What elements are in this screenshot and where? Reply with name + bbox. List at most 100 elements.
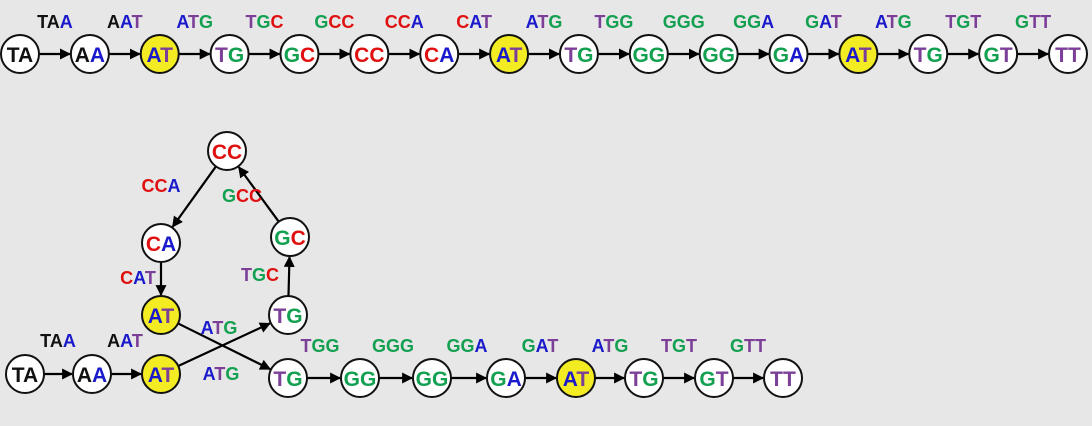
bottom-edge-label-tg_loop-gc: TGC — [241, 265, 279, 285]
top-node-7: AT — [489, 34, 530, 74]
bottom-node-at1-circle — [141, 354, 181, 394]
top-edge-label-4: TGC — [246, 12, 284, 32]
bottom-node-tg_loop: TG — [268, 295, 308, 335]
bottom-node-gg1-circle — [340, 358, 380, 398]
top-node-4: GC — [279, 34, 320, 74]
bottom-edge-label-ca-at2: CAT — [120, 268, 156, 288]
bottom-edge-label-gc-cc: GCC — [222, 186, 262, 206]
top-node-7-circle — [489, 34, 530, 74]
bottom-node-aa-circle — [72, 354, 112, 394]
bottom-edge-tg_loop-gc — [283, 255, 295, 297]
top-node-5: CC — [349, 34, 390, 74]
bottom-node-ca: CA — [141, 223, 181, 263]
bottom-graph-edges — [44, 165, 765, 384]
bottom-node-ga: GA — [486, 358, 526, 398]
bottom-edge-label-at3-tg2: ATG — [592, 336, 629, 356]
bottom-edge-label-cc-ca: CCA — [142, 176, 181, 196]
top-node-13-label: TG — [914, 44, 943, 67]
bottom-node-tt: TT — [763, 358, 803, 398]
bottom-edge-label-gg2-ga: GGA — [446, 336, 487, 356]
top-node-8: TG — [558, 34, 599, 74]
bottom-edge-at1-tg_loop — [177, 322, 271, 367]
top-edge-label-8: ATG — [526, 12, 563, 32]
top-node-14-circle — [978, 34, 1019, 74]
top-node-6-label: CA — [424, 44, 454, 67]
bottom-node-ga-circle — [486, 358, 526, 398]
top-edge-label-5: GCC — [314, 12, 354, 32]
top-edge-label-7: CAT — [456, 12, 492, 32]
top-node-15-circle — [1048, 34, 1088, 74]
top-node-9-label: GG — [632, 44, 665, 67]
bottom-node-gg1: GG — [340, 358, 380, 398]
top-edge-label-12: GAT — [805, 12, 842, 32]
bottom-edge-label-gg1-gg2: GGG — [372, 336, 414, 356]
bottom-node-gg2: GG — [412, 358, 452, 398]
bottom-node-aa: AA — [72, 354, 112, 394]
bottom-node-gc: GC — [270, 217, 310, 257]
top-node-14: GT — [978, 34, 1019, 74]
bottom-node-cc-circle — [207, 131, 247, 171]
bottom-node-cc-label: CC — [212, 141, 242, 164]
top-edge-label-15: GTT — [1015, 12, 1051, 32]
bottom-node-tg1-label: TG — [273, 368, 302, 391]
top-node-11-circle — [768, 34, 809, 74]
bottom-node-gt-label: GT — [699, 368, 728, 391]
bottom-node-at1: AT — [141, 354, 181, 394]
top-node-3: TG — [209, 34, 250, 74]
top-node-10-circle — [698, 34, 739, 74]
top-node-11-label: GA — [773, 44, 805, 67]
bottom-node-cc: CC — [207, 131, 247, 171]
top-node-4-circle — [279, 34, 320, 74]
top-node-9: GG — [628, 34, 669, 74]
bottom-node-ga-label: GA — [490, 368, 522, 391]
bottom-node-ca-circle — [141, 223, 181, 263]
top-node-12: AT — [838, 34, 879, 74]
bottom-node-at3-label: AT — [563, 368, 590, 391]
top-node-8-circle — [558, 34, 599, 74]
bottom-edge-label-ga-at3: GAT — [522, 336, 559, 356]
bottom-node-ta: TA — [5, 354, 45, 394]
top-node-9-circle — [628, 34, 669, 74]
top-node-2-label: AT — [147, 44, 174, 67]
bottom-node-gg2-label: GG — [416, 368, 449, 391]
top-node-14-label: GT — [984, 44, 1013, 67]
bottom-node-ca-label: CA — [146, 233, 176, 256]
top-node-6: CA — [419, 34, 460, 74]
bottom-node-at3-circle — [556, 358, 596, 398]
top-node-1-circle — [69, 34, 110, 74]
bottom-node-ta-circle — [5, 354, 45, 394]
bottom-node-gt-circle — [694, 358, 734, 398]
top-node-12-label: AT — [845, 44, 872, 67]
bottom-node-tg_loop-label: TG — [273, 305, 302, 328]
bottom-node-gt: GT — [694, 358, 734, 398]
top-edge-label-9: TGG — [594, 12, 633, 32]
top-edge-label-10: GGG — [663, 12, 705, 32]
top-path-edge-labels: TAA AAT ATG TGC GCC CCA CAT ATG TGG GGG GGA GAT ATG T… — [37, 12, 1051, 32]
top-edge-label-14: TGT — [945, 12, 981, 32]
bottom-node-gg2-circle — [412, 358, 452, 398]
bottom-node-gc-circle — [270, 217, 310, 257]
bottom-edge-at2-tg1 — [177, 322, 272, 371]
bottom-edge-cc-ca — [171, 165, 217, 228]
bottom-node-tg2: TG — [624, 358, 664, 398]
bottom-node-tg2-label: TG — [629, 368, 658, 391]
top-node-2-circle — [139, 34, 180, 74]
top-node-5-circle — [349, 34, 390, 74]
top-node-15-label: TT — [1055, 44, 1081, 67]
bottom-edge-label-tg2-gt: TGT — [661, 336, 697, 356]
bottom-node-tt-label: TT — [770, 368, 796, 391]
bottom-node-at2: AT — [141, 295, 181, 335]
top-edge-label-3: ATG — [176, 12, 213, 32]
bottom-node-at3: AT — [556, 358, 596, 398]
top-node-12-circle — [838, 34, 879, 74]
bottom-edge-label-tg1-gg1: TGG — [300, 336, 339, 356]
top-edge-label-1: TAA — [37, 12, 73, 32]
top-node-10: GG — [698, 34, 739, 74]
top-node-2: AT — [139, 34, 180, 74]
top-node-0-circle — [0, 34, 40, 74]
top-edge-label-13: ATG — [875, 12, 912, 32]
